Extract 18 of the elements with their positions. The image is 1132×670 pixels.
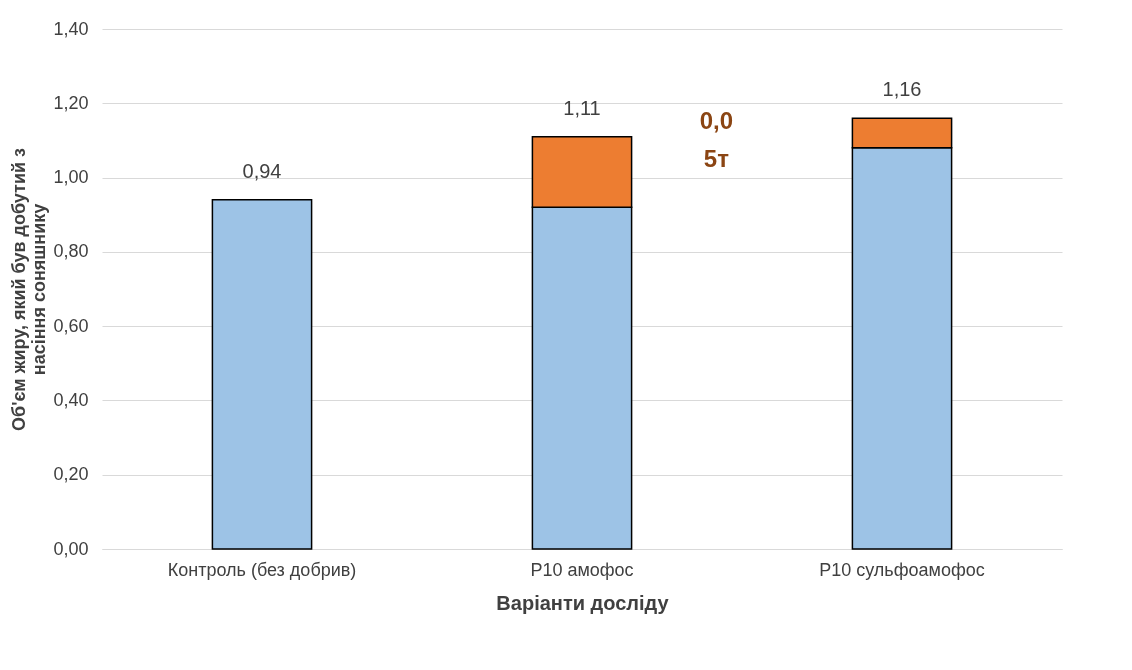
y-tick-label: 0,80 [53,241,89,262]
y-tick-label: 1,20 [53,92,89,113]
y-tick-label: 1,40 [53,18,89,39]
y-tick-label: 0,20 [53,464,89,485]
y-tick-label: 0,00 [53,538,89,559]
x-tick-label: Контроль (без добрив) [167,559,357,580]
total-label: 1,16 [882,78,922,101]
y-tick-label: 1,00 [53,167,89,188]
y-tick-label: 0,60 [53,315,89,336]
x-tick-label: Р10 амофос [530,559,634,580]
y-axis-title: Об'єм жиру, який був добутий з насіння соняшнику [9,147,50,431]
x-axis-title: Варіанти досліду [496,591,670,614]
y-tick-label: 0,40 [53,389,89,410]
bar [211,199,313,550]
total-label: 1,11 [563,96,601,119]
x-tick-label: Р10 сульфоамофос [819,559,985,580]
total-label: 0,94 [242,159,282,182]
annotation: 0,0 5т [699,106,734,172]
